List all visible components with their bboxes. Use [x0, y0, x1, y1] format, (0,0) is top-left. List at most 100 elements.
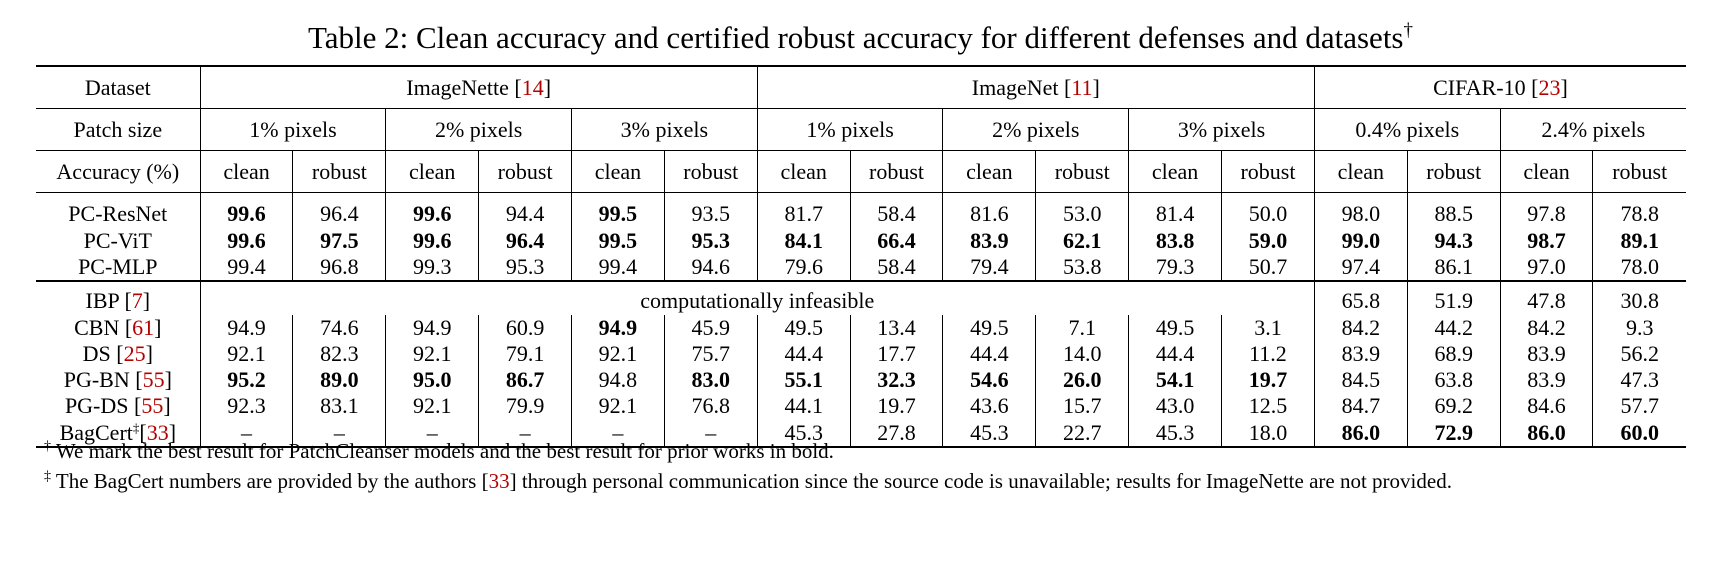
- patch-size-label: Patch size: [36, 108, 201, 151]
- value-cell: 7.1: [1035, 315, 1129, 341]
- method-name: IBP [7]: [36, 280, 201, 315]
- value-cell: 96.4: [292, 192, 386, 228]
- patch-size-cell: 3% pixels: [1128, 108, 1315, 151]
- results-table: Dataset ImageNette [14] ImageNet [11] CI…: [36, 65, 1686, 448]
- value-cell: 13.4: [849, 315, 943, 341]
- patch-size-cell: 1% pixels: [199, 108, 386, 151]
- value-cell: 45.9: [663, 315, 758, 341]
- table-row: BagCert‡[33] – – – – – –45.3 27.8 45.3 22.7 45.3 18…: [36, 419, 1686, 448]
- value-cell: 98.7: [1499, 228, 1593, 254]
- value-cell: 78.0: [1592, 254, 1686, 281]
- value-cell: 79.9: [478, 393, 572, 419]
- value-cell: 99.0: [1313, 228, 1408, 254]
- citation: 55: [142, 367, 165, 392]
- value-cell: 79.4: [942, 254, 1036, 281]
- value-cell: 49.5: [942, 315, 1036, 341]
- value-cell: 94.9: [199, 315, 293, 341]
- table-row: PC-ResNet 99.6 96.4 99.6 94.4 99.5 93.5 81.7 58.…: [36, 192, 1686, 228]
- value-cell: 84.5: [1313, 367, 1408, 393]
- value-cell: 94.8: [570, 367, 665, 393]
- value-cell: 92.3: [199, 393, 293, 419]
- value-cell: 9.3: [1592, 315, 1686, 341]
- value-cell: 69.2: [1406, 393, 1501, 419]
- value-cell: 84.6: [1499, 393, 1593, 419]
- clean-header: clean: [942, 150, 1036, 193]
- value-cell: 81.6: [942, 192, 1036, 228]
- accuracy-label: Accuracy (%): [36, 150, 201, 193]
- value-cell: 84.2: [1313, 315, 1408, 341]
- value-cell: 56.2: [1592, 341, 1686, 367]
- value-cell: 45.3: [756, 419, 851, 448]
- value-cell: 18.0: [1220, 419, 1315, 448]
- table-row: IBP [7] computationally infeasible 65.8 51.…: [36, 280, 1686, 315]
- caption-text: Table 2: Clean accuracy and certified ro…: [307, 20, 1404, 55]
- citation: 33: [488, 469, 510, 493]
- table-row: CBN [61] 94.9 74.6 94.9 60.9 94.9 45.9 49.5 13.4…: [36, 315, 1686, 341]
- value-cell: 53.8: [1035, 254, 1129, 281]
- value-cell: 44.4: [756, 341, 851, 367]
- value-cell: 96.4: [478, 228, 572, 254]
- footnote-mark: †: [44, 439, 51, 454]
- value-cell: 81.7: [756, 192, 851, 228]
- value-cell: 45.3: [942, 419, 1036, 448]
- value-cell: 93.5: [663, 192, 758, 228]
- robust-header: robust: [1406, 150, 1501, 193]
- method-name: CBN [61]: [74, 315, 162, 340]
- value-cell: 32.3: [849, 367, 943, 393]
- method-name: DS [25]: [82, 341, 153, 366]
- patch-size-cell: 2% pixels: [385, 108, 572, 151]
- value-cell: 94.6: [663, 254, 758, 281]
- citation: 25: [123, 341, 146, 366]
- value-cell: 84.2: [1499, 315, 1593, 341]
- value-cell: 81.4: [1128, 192, 1222, 228]
- method-name: PC-MLP: [78, 254, 158, 279]
- value-cell: 74.6: [292, 315, 386, 341]
- value-cell: 59.0: [1220, 228, 1315, 254]
- accuracy-header-row: Accuracy (%) clean robust clean robust clean…: [36, 150, 1686, 193]
- value-cell: 83.9: [942, 228, 1036, 254]
- value-cell: 19.7: [849, 393, 943, 419]
- table-row: PG-BN [55] 95.2 89.0 95.0 86.7 94.8 83.0 55.1 32…: [36, 367, 1686, 393]
- value-cell: 60.9: [478, 315, 572, 341]
- clean-header: clean: [1313, 150, 1408, 193]
- value-cell: 92.1: [199, 341, 293, 367]
- dataset-label: Dataset: [36, 65, 201, 109]
- footnote-2: ‡ The BagCert numbers are provided by th…: [44, 469, 1452, 493]
- patch-size-row: Patch size 1% pixels 2% pixels 3% pixels…: [36, 108, 1686, 151]
- value-cell: 44.1: [756, 393, 851, 419]
- value-cell: 89.0: [292, 367, 386, 393]
- value-cell: –: [385, 419, 479, 448]
- value-cell: 72.9: [1406, 419, 1501, 448]
- value-cell: –: [478, 419, 572, 448]
- footnotes: † We mark the best result for PatchClean…: [44, 437, 1452, 497]
- value-cell: 60.0: [1592, 419, 1686, 448]
- value-cell: 27.8: [849, 419, 943, 448]
- value-cell: 92.1: [385, 341, 479, 367]
- dataset-imagenet: ImageNet [11]: [756, 65, 1315, 109]
- value-cell: 58.4: [849, 192, 943, 228]
- footnote-mark: ‡: [44, 469, 51, 484]
- value-cell: 99.3: [385, 254, 479, 281]
- method-name: PG-DS [55]: [64, 393, 171, 418]
- value-cell: 44.4: [942, 341, 1036, 367]
- robust-header: robust: [1035, 150, 1129, 193]
- value-cell: 78.8: [1592, 192, 1686, 228]
- citation: 7: [131, 287, 143, 313]
- value-cell: –: [570, 419, 665, 448]
- patch-size-cell: 2.4% pixels: [1499, 108, 1686, 151]
- value-cell: 99.6: [385, 192, 479, 228]
- citation: 61: [132, 315, 155, 340]
- dataset-header-row: Dataset ImageNette [14] ImageNet [11] CI…: [36, 65, 1686, 109]
- robust-header: robust: [478, 150, 572, 193]
- value-cell: 94.3: [1406, 228, 1501, 254]
- value-cell: –: [663, 419, 758, 448]
- value-cell: 94.4: [478, 192, 572, 228]
- value-cell: 99.5: [570, 228, 665, 254]
- value-cell: 92.1: [570, 393, 665, 419]
- value-cell: 83.9: [1313, 341, 1408, 367]
- value-cell: 51.9: [1406, 280, 1501, 315]
- value-cell: 92.1: [385, 393, 479, 419]
- value-cell: 58.4: [849, 254, 943, 281]
- value-cell: 19.7: [1220, 367, 1315, 393]
- value-cell: 76.8: [663, 393, 758, 419]
